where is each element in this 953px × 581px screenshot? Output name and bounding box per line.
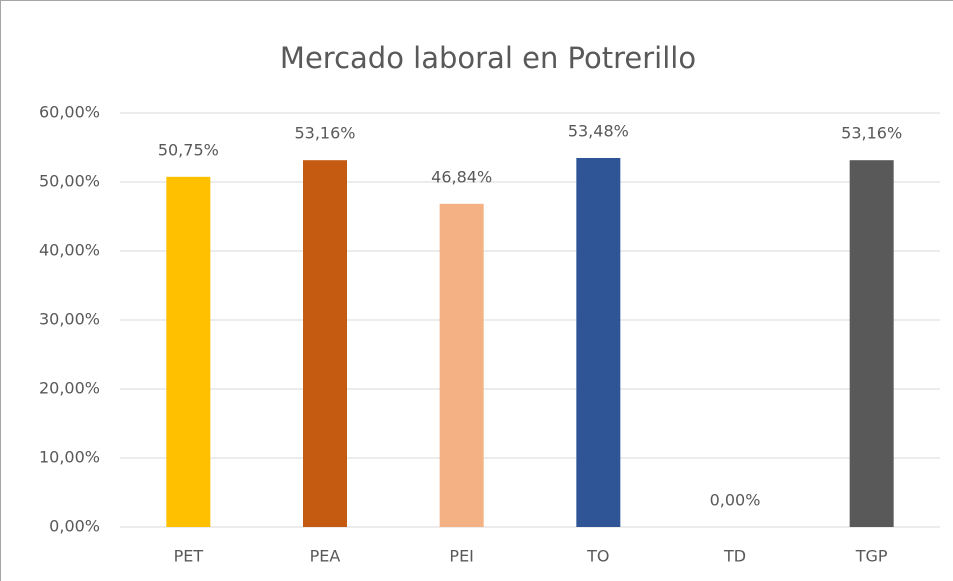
x-tick-label: PEA <box>310 547 341 566</box>
bar <box>303 160 347 528</box>
x-tick-label: TO <box>586 547 609 566</box>
y-tick-label: 30,00% <box>39 310 100 329</box>
x-tick-label: PET <box>174 547 204 566</box>
y-tick-label: 50,00% <box>39 172 100 191</box>
x-tick-label: TD <box>723 547 746 566</box>
chart-title: Mercado laboral en Potrerillo <box>280 41 696 75</box>
x-tick-label: PEI <box>449 547 473 566</box>
y-tick-label: 20,00% <box>39 379 100 398</box>
data-label: 53,48% <box>568 121 629 140</box>
bar <box>576 157 621 527</box>
bar <box>849 160 894 528</box>
y-tick-label: 10,00% <box>39 448 100 467</box>
bar <box>166 176 211 527</box>
y-tick-label: 60,00% <box>39 103 100 122</box>
y-tick-label: 40,00% <box>39 241 100 260</box>
data-label: 53,16% <box>841 124 902 143</box>
x-tick-label: TGP <box>855 547 888 566</box>
data-label: 50,75% <box>158 140 219 159</box>
bar <box>439 203 484 527</box>
data-label: 0,00% <box>710 491 761 510</box>
data-label: 53,16% <box>294 124 355 143</box>
y-tick-label: 0,00% <box>49 517 100 536</box>
data-label: 46,84% <box>431 167 492 186</box>
